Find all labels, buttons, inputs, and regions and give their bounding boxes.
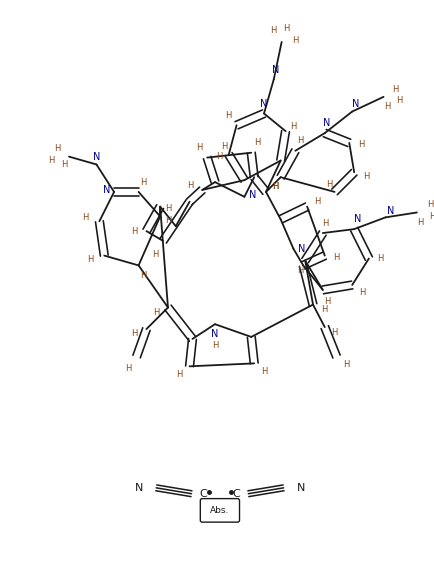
Text: H: H: [331, 328, 337, 336]
Text: N: N: [211, 329, 218, 339]
Text: N: N: [386, 205, 393, 216]
Text: N: N: [134, 483, 142, 493]
Text: H: H: [253, 138, 260, 147]
Text: H: H: [260, 367, 266, 376]
Text: H: H: [326, 180, 332, 188]
Text: H: H: [131, 226, 138, 236]
Text: H: H: [140, 271, 146, 280]
FancyBboxPatch shape: [200, 498, 239, 522]
Text: H: H: [131, 329, 138, 339]
Text: H: H: [296, 137, 303, 146]
Text: Abs.: Abs.: [210, 506, 229, 515]
Text: H: H: [283, 24, 289, 33]
Text: C: C: [232, 489, 240, 498]
Text: H: H: [313, 197, 319, 206]
Text: H: H: [391, 85, 398, 93]
Text: H: H: [383, 102, 390, 111]
Text: H: H: [152, 250, 158, 259]
Text: H: H: [427, 200, 433, 209]
Text: H: H: [164, 216, 171, 225]
Text: H: H: [332, 253, 339, 262]
Text: N: N: [248, 190, 255, 200]
Text: H: H: [196, 143, 202, 152]
Text: H: H: [176, 370, 183, 378]
Text: H: H: [82, 213, 89, 222]
Text: H: H: [125, 364, 132, 373]
Text: N: N: [102, 185, 110, 195]
Text: H: H: [377, 254, 383, 263]
Text: H: H: [289, 122, 296, 131]
Text: N: N: [354, 215, 361, 224]
Text: C: C: [199, 489, 207, 498]
Text: H: H: [272, 183, 278, 192]
Text: N: N: [352, 98, 359, 109]
Text: H: H: [140, 178, 146, 187]
Text: H: H: [187, 180, 193, 189]
Text: H: H: [342, 360, 349, 369]
Text: H: H: [48, 156, 54, 165]
Text: H: H: [296, 266, 303, 275]
Text: H: H: [164, 204, 171, 213]
Text: H: H: [61, 160, 67, 169]
Text: H: H: [54, 145, 60, 153]
Text: N: N: [297, 244, 304, 254]
Text: H: H: [322, 218, 328, 228]
Text: N: N: [271, 65, 279, 75]
Text: H: H: [358, 288, 365, 298]
Text: H: H: [220, 142, 227, 151]
Text: H: H: [428, 212, 434, 221]
Text: H: H: [321, 305, 327, 314]
Text: N: N: [92, 151, 100, 162]
Text: H: H: [292, 35, 298, 44]
Text: H: H: [215, 152, 222, 161]
Text: H: H: [225, 111, 231, 120]
Text: N: N: [322, 118, 330, 128]
Text: H: H: [211, 341, 218, 351]
Text: H: H: [357, 141, 363, 149]
Text: H: H: [417, 218, 423, 227]
Text: H: H: [87, 255, 94, 264]
Text: H: H: [324, 297, 330, 306]
Text: N: N: [260, 98, 267, 109]
Text: H: H: [362, 172, 368, 181]
Text: H: H: [395, 96, 401, 105]
Text: H: H: [272, 183, 278, 192]
Text: H: H: [153, 308, 159, 317]
Text: H: H: [270, 26, 276, 35]
Text: N: N: [296, 483, 305, 493]
